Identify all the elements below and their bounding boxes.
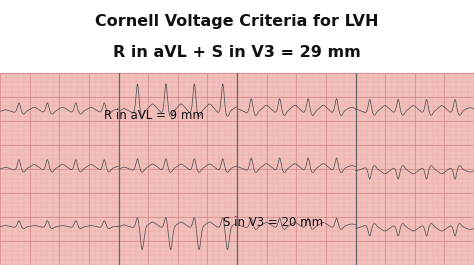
Bar: [0, 73, 474, 265]
Text: R in aVL + S in V3 = 29 mm: R in aVL + S in V3 = 29 mm: [113, 45, 361, 60]
Bar: [0, 0, 474, 73]
Text: S in V3 = 20 mm: S in V3 = 20 mm: [223, 216, 323, 229]
Text: Cornell Voltage Criteria for LVH: Cornell Voltage Criteria for LVH: [95, 14, 379, 29]
Text: R in aVL = 9 mm: R in aVL = 9 mm: [104, 109, 204, 122]
